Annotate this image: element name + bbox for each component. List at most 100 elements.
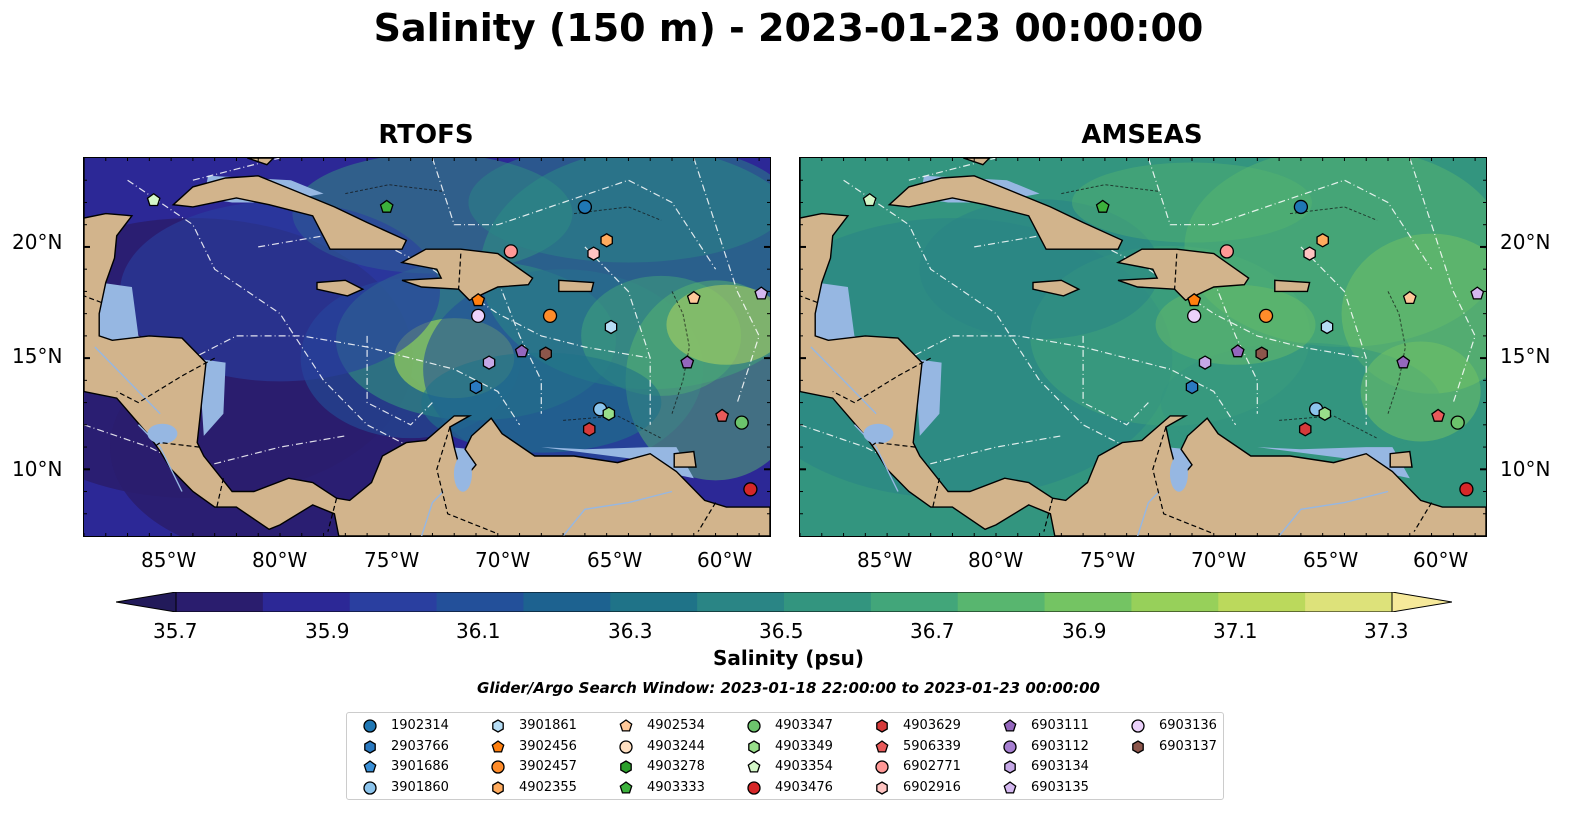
legend-marker-icon — [1004, 760, 1016, 774]
colorbar-segment — [176, 592, 264, 612]
float-marker-4903476 — [1459, 482, 1474, 497]
legend-label: 4903333 — [647, 779, 705, 795]
colorbar-tick: 36.3 — [608, 619, 653, 643]
lon-label-60: 60°W — [697, 548, 753, 572]
lon-label-70: 70°W — [475, 548, 531, 572]
legend-marker-circle — [491, 760, 505, 774]
lon-label-85-b: 85°W — [857, 548, 913, 572]
float-marker-4903347 — [734, 415, 749, 430]
legend-marker-icon — [619, 719, 633, 732]
panel-title-amseas: AMSEAS — [1081, 120, 1203, 150]
lon-label-65: 65°W — [587, 548, 643, 572]
lon-label-70-b: 70°W — [1191, 548, 1247, 572]
lon-label-60-b: 60°W — [1413, 548, 1469, 572]
search-window-text: Glider/Argo Search Window: 2023-01-18 22… — [477, 679, 1100, 697]
legend-marker-hexagon — [1132, 739, 1144, 754]
float-marker-1902314 — [1293, 199, 1309, 215]
legend-marker-hexagon — [876, 719, 888, 733]
colorbar-segment — [697, 592, 785, 612]
float-marker-2903766 — [469, 379, 483, 395]
legend-marker-hexagon — [1004, 760, 1016, 774]
legend-marker-icon — [619, 739, 633, 754]
legend-marker-icon — [363, 719, 377, 733]
legend-label: 6903135 — [1031, 779, 1089, 795]
legend-marker-icon — [363, 760, 377, 773]
legend: 1902314 2903766 3901686 3901860 3901861 39024… — [346, 712, 1224, 800]
float-marker-4903629 — [582, 422, 596, 437]
float-marker-6903136 — [471, 308, 486, 324]
legend-marker-hexagon — [364, 739, 376, 754]
lat-label-15: 15°N — [12, 344, 63, 368]
map-canvas-rtofs — [84, 158, 770, 536]
legend-marker-icon — [875, 739, 889, 752]
legend-marker-icon — [492, 780, 504, 795]
float-marker-6903136 — [1187, 308, 1202, 324]
legend-marker-circle — [1003, 739, 1017, 754]
colorbar-tick: 35.9 — [305, 619, 350, 643]
colorbar-segment — [436, 592, 525, 612]
lon-label-85: 85°W — [141, 548, 197, 572]
legend-marker-icon — [491, 739, 505, 752]
float-marker-5906339 — [1431, 408, 1446, 422]
float-marker-3901861 — [604, 319, 618, 335]
map-panel-rtofs[interactable] — [83, 157, 771, 537]
colorbar-segment — [1218, 592, 1306, 612]
float-marker-4903349 — [602, 406, 616, 421]
float-marker-4903629 — [1298, 422, 1312, 437]
legend-marker-icon — [1131, 719, 1145, 733]
legend-marker-hexagon — [620, 760, 632, 774]
legend-marker-icon — [619, 780, 633, 793]
lon-label-75: 75°W — [364, 548, 420, 572]
float-marker-4902534 — [686, 290, 701, 304]
legend-marker-pentagon — [491, 739, 505, 752]
legend-label: 6903112 — [1031, 738, 1089, 754]
legend-marker-icon — [1003, 719, 1017, 732]
float-marker-6902771 — [1219, 244, 1234, 259]
colorbar-segment — [349, 592, 438, 612]
float-marker-3901861 — [1320, 319, 1334, 335]
colorbar-tick: 37.1 — [1213, 619, 1258, 643]
map-canvas-amseas — [800, 158, 1486, 536]
legend-marker-pentagon — [747, 760, 761, 773]
legend-marker-icon — [363, 780, 377, 795]
legend-marker-circle — [619, 739, 633, 754]
float-marker-4902534 — [1402, 290, 1417, 304]
colorbar-segment — [262, 592, 351, 612]
legend-marker-pentagon — [1003, 719, 1017, 732]
lat-label-20-right: 20°N — [1500, 230, 1551, 254]
lon-label-65-b: 65°W — [1303, 548, 1359, 572]
legend-label: 3901861 — [519, 718, 577, 733]
legend-marker-icon — [1003, 739, 1017, 754]
panel-title-rtofs: RTOFS — [378, 120, 474, 150]
float-marker-3902456 — [1187, 293, 1202, 307]
legend-marker-icon — [1132, 739, 1144, 754]
float-marker-4903354 — [862, 192, 877, 207]
colorbar — [116, 592, 1452, 612]
float-marker-6903134 — [482, 355, 496, 370]
float-marker-4903333 — [379, 199, 394, 213]
legend-label: 4903349 — [775, 738, 833, 754]
legend-label: 5906339 — [903, 738, 961, 754]
map-panel-amseas[interactable] — [799, 157, 1487, 537]
legend-marker-circle — [875, 760, 889, 774]
legend-marker-icon — [748, 739, 760, 754]
legend-marker-icon — [747, 780, 761, 795]
lat-label-15-right: 15°N — [1500, 344, 1551, 368]
legend-label: 6903136 — [1159, 718, 1217, 733]
colorbar-tick: 36.9 — [1062, 619, 1107, 643]
legend-label: 4902355 — [519, 779, 577, 795]
legend-marker-icon — [492, 719, 504, 733]
legend-marker-hexagon — [492, 719, 504, 733]
legend-label: 6903134 — [1031, 759, 1089, 774]
legend-marker-icon — [620, 760, 632, 774]
float-marker-6903135 — [754, 286, 769, 300]
float-marker-6903134 — [1198, 355, 1212, 370]
legend-marker-circle — [747, 719, 761, 733]
float-marker-6903111 — [514, 344, 529, 358]
legend-marker-hexagon — [876, 780, 888, 795]
float-marker-4903347 — [1450, 415, 1465, 430]
legend-label: 4903278 — [647, 759, 705, 774]
legend-marker-icon — [491, 760, 505, 774]
legend-marker-circle — [363, 719, 377, 733]
colorbar-segment — [523, 592, 611, 612]
